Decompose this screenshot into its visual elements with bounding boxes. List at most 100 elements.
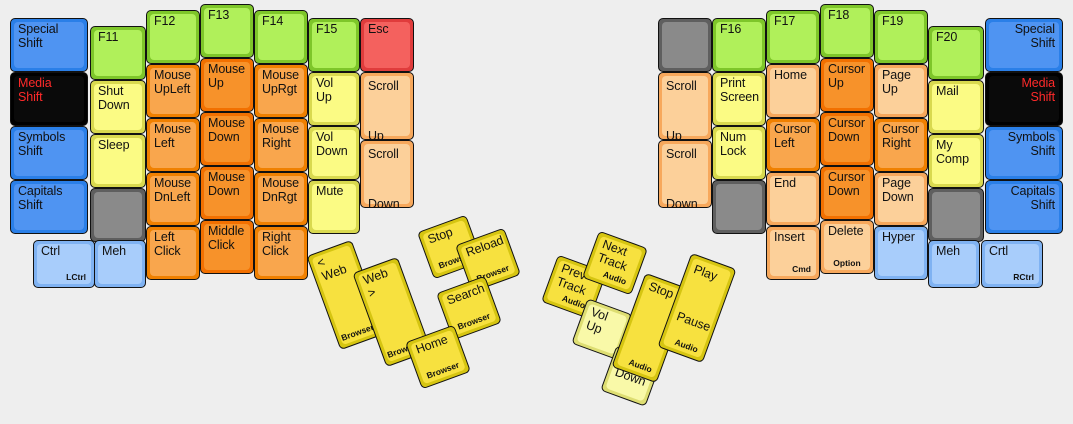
key-face: Insert Cmd [770, 230, 816, 276]
key-right-rctrl[interactable]: Crtl RCtrl [981, 240, 1043, 288]
key-left-col-pinky-sleep[interactable]: Sleep [90, 134, 146, 188]
key-right-col-outer-capitals-shift[interactable]: Capitals Shift [985, 180, 1063, 234]
key-face: Symbols Shift [14, 130, 84, 176]
key-label: Special Shift [18, 22, 59, 50]
key-left-col-middle-mouse-up[interactable]: Mouse Up [200, 58, 254, 112]
key-right-col-outer-special-shift[interactable]: Special Shift [985, 18, 1063, 72]
key-right-col-pinky-mail[interactable]: Mail [928, 80, 984, 134]
key-sublabel: Audio [673, 336, 700, 355]
key-label: Scroll Up [666, 79, 697, 143]
key-sublabel: Option [833, 258, 861, 268]
key-face: Mouse UpRgt [258, 68, 304, 114]
key-face [716, 184, 762, 230]
key-face: Home Browser [410, 329, 466, 385]
key-right-col-middle-cursor-up[interactable]: Cursor Up [820, 58, 874, 112]
key-right-col-ring-hyper[interactable]: Hyper [874, 226, 928, 280]
key-label: Insert [774, 230, 805, 244]
key-right-col-middle-cursor-down[interactable]: Cursor Down [820, 112, 874, 166]
key-face: Right Click [258, 230, 304, 276]
key-left-col-ring-left-click[interactable]: Left Click [146, 226, 200, 280]
key-label: Media Shift [18, 76, 52, 104]
key-label: Mouse Down [208, 116, 246, 144]
key-right-col-index-insert[interactable]: Insert Cmd [766, 226, 820, 280]
key-right-col-middle-cursor-down[interactable]: Cursor Down [820, 166, 874, 220]
key-left-col-middle-mouse-down[interactable]: Mouse Down [200, 112, 254, 166]
key-label: Mouse Down [208, 170, 246, 198]
key-left-col-pinky-f11[interactable]: F11 [90, 26, 146, 80]
key-right-col-middle-f18[interactable]: F18 [820, 4, 874, 58]
key-left-col-outer-capitals-shift[interactable]: Capitals Shift [10, 180, 88, 234]
key-left-col-index-mouse-uprgt[interactable]: Mouse UpRgt [254, 64, 308, 118]
key-left-meh[interactable]: Meh [94, 240, 146, 288]
key-label: Left Click [154, 230, 181, 258]
key-label: Next Track [595, 237, 630, 274]
key-label: Reload [463, 233, 506, 260]
key-face: Mouse DnLeft [150, 176, 196, 222]
key-label: Home [774, 68, 807, 82]
key-left-col-outer-special-shift[interactable]: Special Shift [10, 18, 88, 72]
key-left-col-ring-mouse-dnleft[interactable]: Mouse DnLeft [146, 172, 200, 226]
key-right-col-inner-num-lock[interactable]: Num Lock [712, 126, 766, 180]
key-label: Play Pause [674, 262, 720, 335]
key-left-col-extra-esc[interactable]: Esc [360, 18, 414, 72]
key-left-col-extra-scroll-up[interactable]: Scroll Up [360, 72, 414, 143]
key-right-col-outer-symbols-shift[interactable]: Symbols Shift [985, 126, 1063, 180]
key-face: Symbols Shift [989, 130, 1059, 176]
key-right-col-pinky-f20[interactable]: F20 [928, 26, 984, 80]
key-right-meh[interactable]: Meh [928, 240, 980, 288]
key-label: < Web [315, 254, 349, 284]
key-left-col-inner-vol-down[interactable]: Vol Down [308, 126, 360, 180]
key-right-col-ring-page-up[interactable]: Page Up [874, 64, 928, 118]
key-left-col-inner-mute[interactable]: Mute [308, 180, 360, 234]
key-left-col-inner-vol-up[interactable]: Vol Up [308, 72, 360, 126]
key-right-col-index-home[interactable]: Home [766, 64, 820, 118]
key-left-col-index-mouse-right[interactable]: Mouse Right [254, 118, 308, 172]
key-left-col-pinky-blank[interactable] [90, 188, 146, 242]
key-right-col-ring-cursor-right[interactable]: Cursor Right [874, 118, 928, 172]
key-left-col-middle-mouse-down[interactable]: Mouse Down [200, 166, 254, 220]
key-right-col-ring-page-down[interactable]: Page Down [874, 172, 928, 226]
key-right-col-index-cursor-left[interactable]: Cursor Left [766, 118, 820, 172]
key-left-col-index-mouse-dnrgt[interactable]: Mouse DnRgt [254, 172, 308, 226]
key-left-col-pinky-shut-down[interactable]: Shut Down [90, 80, 146, 134]
key-left-col-ring-mouse-left[interactable]: Mouse Left [146, 118, 200, 172]
key-right-col-outer-media-shift[interactable]: Media Shift [985, 72, 1063, 126]
key-face: Special Shift [989, 22, 1059, 68]
key-left-col-ring-f12[interactable]: F12 [146, 10, 200, 64]
key-face: Left Click [150, 230, 196, 276]
key-left-col-middle-f13[interactable]: F13 [200, 4, 254, 58]
key-face: F11 [94, 30, 142, 76]
key-left-col-outer-symbols-shift[interactable]: Symbols Shift [10, 126, 88, 180]
key-face: Capitals Shift [14, 184, 84, 230]
key-left-ctrl[interactable]: Ctrl LCtrl [33, 240, 95, 288]
key-face: Mail [932, 84, 980, 130]
key-left-col-inner-f15[interactable]: F15 [308, 18, 360, 72]
key-right-col-inner-f16[interactable]: F16 [712, 18, 766, 72]
key-left-col-ring-mouse-upleft[interactable]: Mouse UpLeft [146, 64, 200, 118]
key-right-col-extra-scroll-down[interactable]: Scroll Down [658, 140, 712, 211]
key-face: Mouse Down [204, 170, 250, 216]
key-right-col-extra-blank[interactable] [658, 18, 712, 72]
key-right-col-index-end[interactable]: End [766, 172, 820, 226]
key-right-col-extra-scroll-up[interactable]: Scroll Up [658, 72, 712, 143]
key-label: Cursor Right [882, 122, 919, 150]
key-left-col-extra-scroll-down[interactable]: Scroll Down [360, 140, 414, 211]
key-left-col-index-right-click[interactable]: Right Click [254, 226, 308, 280]
key-left-col-index-f14[interactable]: F14 [254, 10, 308, 64]
key-left-col-middle-middle-click[interactable]: Middle Click [200, 220, 254, 274]
key-right-col-pinky-blank[interactable] [928, 188, 984, 242]
key-right-col-index-f17[interactable]: F17 [766, 10, 820, 64]
key-right-col-ring-f19[interactable]: F19 [874, 10, 928, 64]
key-left-col-outer-media-shift[interactable]: Media Shift [10, 72, 88, 126]
key-face: Mute [312, 184, 356, 230]
key-label: Media Shift [1021, 76, 1055, 104]
key-right-col-inner-print-screen[interactable]: Print Screen [712, 72, 766, 126]
key-face: End [770, 176, 816, 222]
key-label: Print Screen [720, 76, 760, 104]
key-right-col-middle-delete[interactable]: Delete Option [820, 220, 874, 274]
key-label: Page Up [882, 68, 911, 96]
key-right-col-inner-blank[interactable] [712, 180, 766, 234]
key-label: Mouse Up [208, 62, 246, 90]
key-right-col-pinky-my-comp[interactable]: My Comp [928, 134, 984, 188]
key-face: Scroll Up [662, 76, 708, 143]
